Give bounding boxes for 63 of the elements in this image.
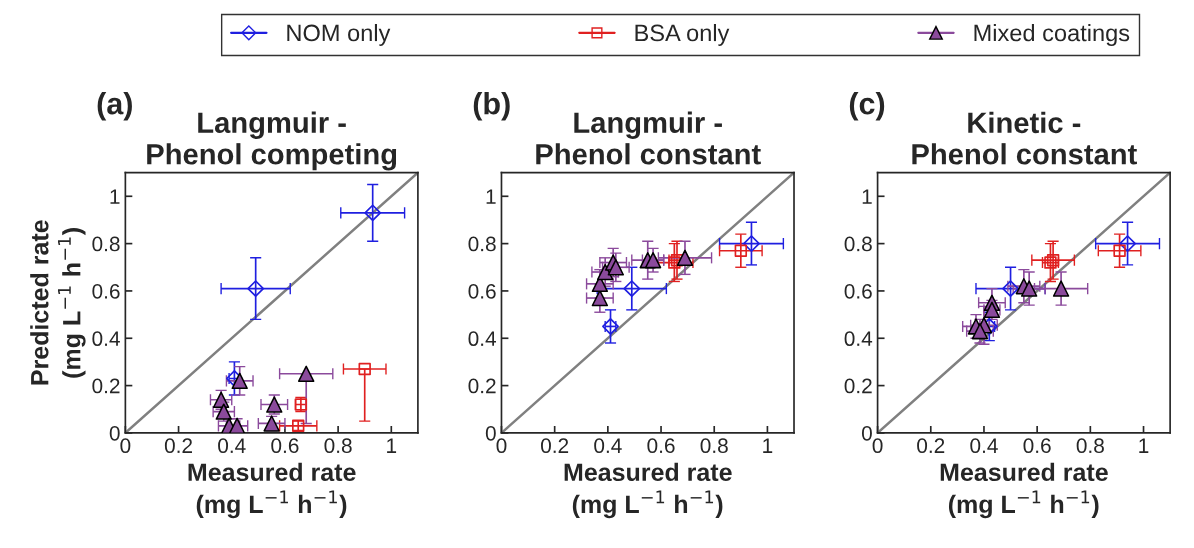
point — [1113, 244, 1126, 257]
y-tick-label: 0 — [485, 425, 496, 441]
x-tick-label: 0.8 — [700, 438, 728, 454]
point — [734, 244, 748, 257]
x-tick-label: 0.6 — [271, 438, 299, 454]
x-tick-label: 0 — [120, 438, 131, 454]
x-tick-label: 0 — [496, 438, 507, 454]
legend-label: NOM only — [287, 23, 391, 46]
point — [1002, 280, 1020, 298]
point — [247, 280, 265, 298]
y-tick-label: 0.6 — [92, 283, 120, 299]
x-tick-label: 0.4 — [218, 438, 246, 454]
point — [1020, 280, 1038, 297]
legend-label: Mixed coatings — [974, 23, 1130, 46]
x-axis-title: Measured rate (mg L$^{−1}$ h$^{−1}$) — [940, 462, 1108, 519]
x-tick-label: 0.6 — [1023, 438, 1051, 454]
y-tick-label: 1 — [862, 189, 872, 204]
x-tick-label: 0.2 — [164, 438, 192, 454]
x-tick-label: 1 — [387, 438, 397, 453]
y-tick-label: 0.2 — [92, 378, 120, 394]
x-tick-label: 0.8 — [324, 438, 352, 454]
y-tick-label: 0.4 — [844, 331, 873, 347]
point — [676, 249, 694, 267]
x-tick-label: 0.2 — [917, 438, 945, 454]
y-tick-label: 1 — [486, 189, 496, 204]
x-tick-label: 1 — [763, 438, 773, 453]
y-tick-label: 0.8 — [468, 236, 496, 252]
y-tick-label: 0.4 — [468, 331, 497, 347]
x-tick-label: 0.6 — [647, 438, 675, 454]
point — [1119, 235, 1137, 253]
point — [364, 204, 382, 222]
x-tick-label: 0.2 — [541, 438, 569, 454]
text: (b) — [473, 92, 510, 121]
x-tick-label: 0.8 — [1076, 438, 1104, 454]
point — [743, 235, 760, 253]
x-tick-label: 0.4 — [970, 438, 998, 454]
y-tick-label: 0 — [861, 425, 872, 441]
chart-title: Kinetic - Phenol constant — [912, 111, 1137, 165]
chart-title: Langmuir - Phenol competing — [147, 111, 397, 171]
text: (a) — [97, 92, 132, 121]
y-tick-label: 0.8 — [92, 236, 120, 252]
point — [231, 372, 248, 390]
y-tick-label: 1 — [110, 189, 120, 204]
y-tick-label: 0.6 — [844, 283, 872, 299]
y-tick-label: 0.2 — [844, 378, 872, 394]
y-tick-label: 0.8 — [844, 236, 872, 252]
chart-title: Langmuir - Phenol constant — [536, 111, 761, 165]
x-axis-title: Measured rate (mg L$^{−1}$ h$^{−1}$) — [564, 462, 732, 519]
point — [1052, 280, 1070, 297]
x-tick-label: 0.4 — [594, 438, 622, 454]
y-tick-label: 0 — [109, 425, 120, 441]
legend-label: BSA only — [635, 23, 730, 46]
x-tick-label: 0 — [872, 438, 883, 454]
point — [623, 280, 641, 298]
y-tick-label: 0.6 — [468, 283, 496, 299]
y-tick-label: 0.4 — [92, 331, 120, 347]
point — [297, 365, 315, 382]
x-tick-label: 1 — [1139, 438, 1149, 453]
y-axis-title: Predicted rate (mg L$^{−1}$ h$^{−1}$) — [30, 220, 86, 385]
point — [358, 362, 371, 376]
text: (c) — [849, 92, 885, 121]
x-axis-title: Measured rate (mg L$^{−1}$ h$^{−1}$) — [188, 462, 356, 519]
y-tick-label: 0.2 — [468, 378, 496, 394]
